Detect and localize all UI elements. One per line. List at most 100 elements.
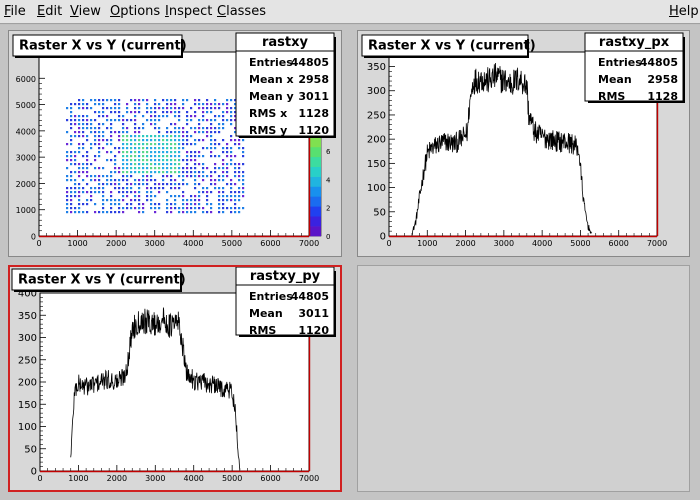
heat-cell [238, 179, 241, 182]
heat-cell [206, 147, 209, 150]
heat-cell [134, 179, 137, 182]
heat-cell [178, 159, 181, 162]
heat-cell [86, 171, 89, 174]
heat-cell [190, 151, 193, 154]
heat-cell [158, 119, 161, 122]
heat-cell [230, 123, 233, 126]
heat-cell [110, 111, 113, 114]
heat-cell [66, 199, 69, 202]
heat-cell [70, 163, 73, 166]
heat-cell [222, 211, 225, 214]
heat-cell [130, 171, 133, 174]
heat-cell [122, 131, 125, 134]
heat-cell [130, 175, 133, 178]
heat-cell [126, 179, 129, 182]
heat-cell [222, 179, 225, 182]
heat-cell [114, 183, 117, 186]
menu-file[interactable]: File [4, 5, 26, 19]
stats-value: 3011 [298, 90, 329, 103]
heat-cell [78, 203, 81, 206]
heat-cell [242, 183, 245, 186]
heat-cell [122, 147, 125, 150]
heat-cell [134, 155, 137, 158]
heat-cell [178, 143, 181, 146]
heat-cell [134, 131, 137, 134]
heat-cell [150, 123, 153, 126]
pad-empty[interactable] [357, 265, 690, 492]
title-box-shadow [180, 273, 182, 292]
heat-cell [210, 139, 213, 142]
palette-band [309, 137, 321, 148]
menu-options[interactable]: Options [110, 5, 160, 19]
heat-cell [214, 171, 217, 174]
heat-cell [78, 191, 81, 194]
heat-cell [70, 107, 73, 110]
heat-cell [110, 139, 113, 142]
heat-cell [170, 143, 173, 146]
stats-label: Entries [598, 56, 642, 69]
heat-cell [150, 147, 153, 150]
heat-cell [134, 195, 137, 198]
heat-cell [102, 191, 105, 194]
heat-cell [174, 147, 177, 150]
heat-cell [74, 187, 77, 190]
heat-cell [162, 179, 165, 182]
heat-cell [86, 139, 89, 142]
heat-cell [122, 139, 125, 142]
heat-cell [178, 171, 181, 174]
heat-cell [174, 171, 177, 174]
palette-band [309, 166, 321, 177]
heat-cell [70, 211, 73, 214]
heat-cell [242, 191, 245, 194]
stats-box[interactable] [584, 32, 684, 102]
heat-cell [198, 103, 201, 106]
heat-cell [214, 107, 217, 110]
menu-edit[interactable]: Edit [37, 5, 62, 19]
heat-cell [194, 207, 197, 210]
heat-cell [70, 155, 73, 158]
heat-cell [134, 183, 137, 186]
heat-cell [86, 127, 89, 130]
heat-cell [142, 211, 145, 214]
heat-cell [110, 211, 113, 214]
pad-rastxy-py[interactable]: 0 1000 2000 3000 4000 5000 6000 7000 0 50 100 150 2… [8, 265, 342, 492]
menu-inspect[interactable]: Inspect [165, 5, 212, 19]
heat-cell [78, 119, 81, 122]
heat-cell [94, 211, 97, 214]
heatmap-cells [66, 99, 245, 214]
heat-cell [130, 167, 133, 170]
heat-cell [142, 151, 145, 154]
heat-cell [182, 103, 185, 106]
heat-cell [102, 135, 105, 138]
heat-cell [162, 187, 165, 190]
heat-cell [146, 103, 149, 106]
heat-cell [222, 115, 225, 118]
heat-cell [94, 167, 97, 170]
heat-cell [134, 171, 137, 174]
pad-rastxy[interactable]: 0 2 4 6 0 1000 2000 3000 4000 5000 6000 7000 0 1000… [8, 30, 342, 257]
heat-cell [154, 147, 157, 150]
stats-shadow [239, 335, 336, 337]
heat-cell [94, 135, 97, 138]
menu-view[interactable]: View [70, 5, 101, 19]
heat-cell [238, 211, 241, 214]
heat-cell [78, 183, 81, 186]
heat-cell [238, 167, 241, 170]
heat-cell [238, 199, 241, 202]
heat-cell [226, 107, 229, 110]
menu-help[interactable]: Help [669, 5, 699, 19]
heat-cell [170, 183, 173, 186]
menu-classes[interactable]: Classes [217, 5, 266, 19]
heat-cell [134, 135, 137, 138]
heat-cell [114, 159, 117, 162]
heat-cell [70, 159, 73, 162]
pad-rastxy-px[interactable]: 0 1000 2000 3000 4000 5000 6000 7000 0 50 100 150 2… [357, 30, 690, 257]
heat-cell [98, 115, 101, 118]
heat-cell [66, 119, 69, 122]
stats-box[interactable] [235, 32, 335, 137]
heat-cell [206, 199, 209, 202]
heat-cell [154, 143, 157, 146]
palette-band [309, 216, 321, 227]
heat-cell [166, 107, 169, 110]
x-tick-label: 4000 [184, 474, 204, 483]
